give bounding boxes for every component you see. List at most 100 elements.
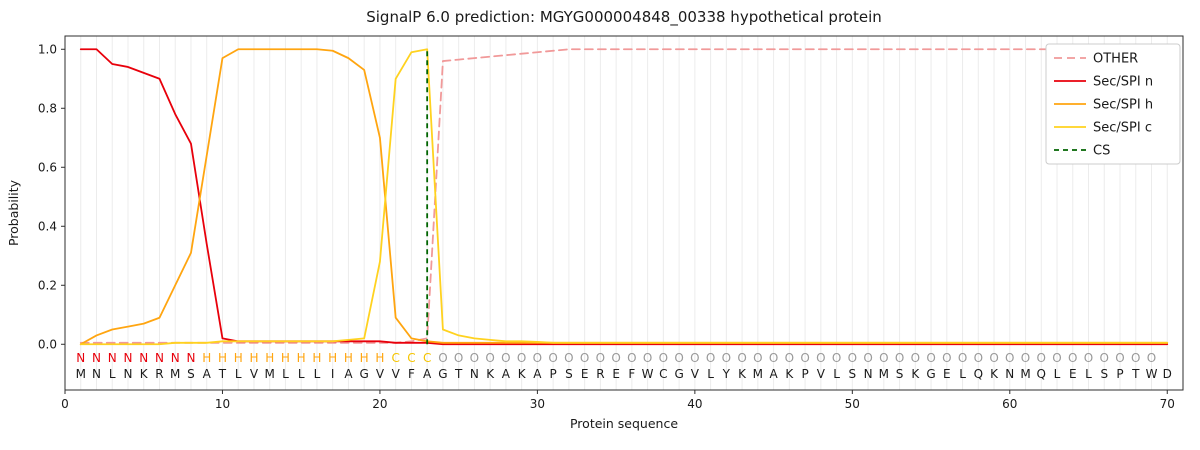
y-tick-label: 0.2 — [38, 278, 57, 292]
residue-letter: S — [849, 367, 857, 381]
residue-letter: L — [282, 367, 289, 381]
series-line-sec-spi-n — [79, 48, 1169, 346]
x-tick-label: 40 — [687, 397, 702, 411]
y-tick-label: 0.8 — [38, 101, 57, 115]
residue-letter: A — [344, 367, 353, 381]
residue-letter: A — [533, 367, 542, 381]
region-letter: N — [155, 351, 164, 365]
residue-letter: K — [140, 367, 149, 381]
region-letter: H — [297, 351, 306, 365]
residue-letter: S — [187, 367, 195, 381]
x-tick-label: 10 — [215, 397, 230, 411]
region-letter: O — [596, 351, 605, 365]
legend-label: Sec/SPI c — [1093, 121, 1152, 136]
region-letter: H — [281, 351, 290, 365]
region-letter: O — [501, 351, 510, 365]
residue-letter: L — [959, 367, 966, 381]
region-letter: O — [879, 351, 888, 365]
residue-letter: K — [990, 367, 999, 381]
residue-letter: V — [376, 367, 385, 381]
y-tick-label: 0.0 — [38, 337, 57, 351]
region-letter: O — [674, 351, 683, 365]
region-letter: H — [202, 351, 211, 365]
legend-label: Sec/SPI h — [1093, 98, 1153, 113]
x-tick-label: 70 — [1160, 397, 1175, 411]
x-tick-label: 30 — [530, 397, 545, 411]
residue-letter: E — [581, 367, 589, 381]
region-letter: N — [171, 351, 180, 365]
residue-letter: K — [738, 367, 747, 381]
region-letter: O — [989, 351, 998, 365]
residue-letter: I — [331, 367, 335, 381]
region-letter: O — [690, 351, 699, 365]
y-tick-label: 1.0 — [38, 42, 57, 56]
region-letter: O — [974, 351, 983, 365]
residue-letter: L — [314, 367, 321, 381]
residue-letter: G — [926, 367, 935, 381]
region-letter: N — [76, 351, 85, 365]
y-tick-label: 0.6 — [38, 160, 57, 174]
residue-letter: N — [92, 367, 101, 381]
residue-letter: Y — [722, 367, 731, 381]
region-letter: O — [911, 351, 920, 365]
region-letter: H — [360, 351, 369, 365]
residue-letter: L — [1054, 367, 1061, 381]
region-letter: O — [848, 351, 857, 365]
region-letter: H — [375, 351, 384, 365]
residue-letter: R — [596, 367, 604, 381]
region-letter: O — [926, 351, 935, 365]
region-letter: C — [423, 351, 431, 365]
region-letter: O — [485, 351, 494, 365]
residue-letter: K — [518, 367, 527, 381]
legend-box — [1045, 43, 1181, 165]
region-letter: O — [643, 351, 652, 365]
region-letter: O — [454, 351, 463, 365]
residue-letter: M — [879, 367, 889, 381]
region-letter: N — [123, 351, 132, 365]
region-letter: O — [1021, 351, 1030, 365]
residue-letter: V — [817, 367, 826, 381]
region-letter: H — [249, 351, 258, 365]
region-letter: H — [218, 351, 227, 365]
series-lines — [79, 48, 1169, 346]
x-tick-label: 50 — [845, 397, 860, 411]
residue-letter: F — [628, 367, 635, 381]
region-letter: N — [139, 351, 148, 365]
residue-letter: L — [109, 367, 116, 381]
series-line-other — [79, 48, 1169, 344]
region-letter: O — [564, 351, 573, 365]
region-letter: O — [785, 351, 794, 365]
x-axis-ticks: 0 10 20 30 40 50 60 70 — [61, 390, 1175, 411]
residue-letter: E — [943, 367, 951, 381]
residue-letter: S — [1100, 367, 1108, 381]
region-letter: N — [92, 351, 101, 365]
region-letter: O — [958, 351, 967, 365]
residue-letter: G — [674, 367, 683, 381]
region-letter: O — [895, 351, 904, 365]
residue-letter: C — [659, 367, 667, 381]
region-letter: O — [517, 351, 526, 365]
region-letter: H — [312, 351, 321, 365]
y-axis-ticks: 0.0 0.2 0.4 0.6 0.8 1.0 — [38, 42, 65, 351]
region-letter: O — [1131, 351, 1140, 365]
residue-letter: N — [123, 367, 132, 381]
region-letter: N — [108, 351, 117, 365]
chart-title: SignalP 6.0 prediction: MGYG000004848_00… — [366, 8, 882, 27]
region-letter: O — [580, 351, 589, 365]
region-letter: C — [391, 351, 399, 365]
residue-letter: A — [423, 367, 432, 381]
residue-letter: V — [392, 367, 401, 381]
legend-label: Sec/SPI n — [1093, 75, 1153, 90]
x-tick-label: 20 — [372, 397, 387, 411]
region-letter: O — [863, 351, 872, 365]
region-letter: O — [1084, 351, 1093, 365]
region-letter: O — [627, 351, 636, 365]
residue-letter: T — [454, 367, 463, 381]
legend-label: CS — [1093, 144, 1110, 159]
x-tick-label: 60 — [1002, 397, 1017, 411]
residue-letter: K — [911, 367, 920, 381]
residue-letter: P — [550, 367, 557, 381]
region-letter: O — [1005, 351, 1014, 365]
residue-letter: N — [470, 367, 479, 381]
